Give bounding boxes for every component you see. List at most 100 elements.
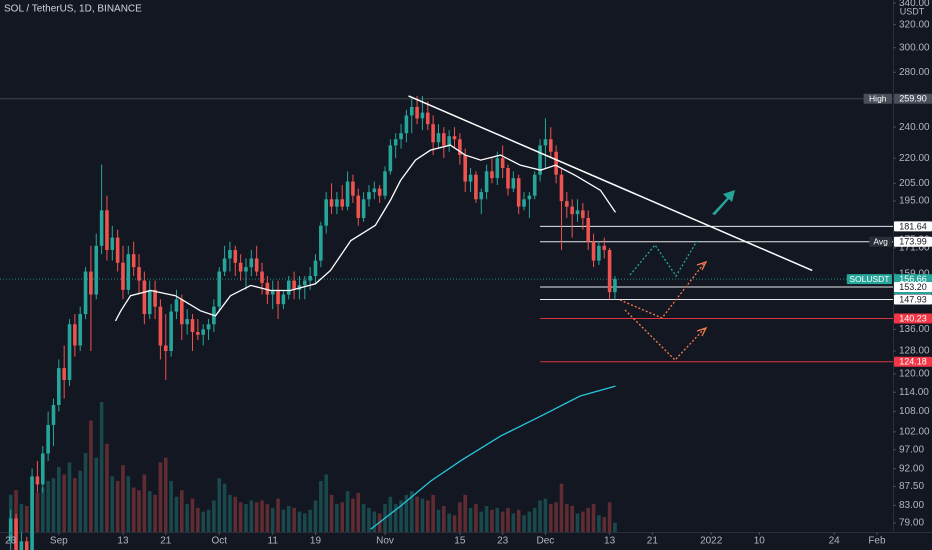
volume-bar — [522, 515, 526, 532]
candle-body — [142, 280, 147, 315]
x-tick-label: 23 — [497, 536, 509, 547]
candle-body — [415, 106, 419, 119]
candle-body — [217, 271, 222, 307]
volume-bar — [158, 462, 163, 532]
volume-bar — [180, 490, 184, 532]
moving-average — [114, 144, 617, 322]
candle-body — [14, 518, 18, 550]
volume-bar — [575, 513, 580, 532]
volume-bar — [565, 504, 569, 532]
candle-body — [158, 306, 163, 346]
volume-bar — [372, 511, 377, 532]
volume-bar — [163, 457, 168, 532]
volume-bar — [516, 509, 521, 532]
level-name: High — [869, 94, 887, 104]
candle-body — [522, 199, 526, 207]
level-tag-label: 156.66 — [899, 274, 927, 284]
volume-bar — [212, 500, 216, 532]
candle-body — [35, 476, 40, 485]
candle-body — [527, 195, 532, 200]
x-tick-label: Nov — [376, 536, 394, 547]
candle-body — [345, 181, 350, 207]
volume-bar — [559, 483, 564, 532]
y-tick-label: 340.00 — [899, 0, 930, 9]
volume-bar — [19, 504, 24, 532]
volume-bar — [602, 517, 607, 532]
candle-body — [597, 245, 601, 261]
level-tag-label: 147.93 — [899, 294, 927, 304]
candle-body — [180, 299, 184, 325]
volume-bar — [356, 493, 361, 532]
volume-bar — [14, 490, 18, 532]
volume-bar — [367, 507, 371, 532]
candle-body — [121, 262, 125, 290]
volume-bar — [265, 504, 270, 532]
level-tag-box — [894, 221, 932, 232]
candle-body — [607, 249, 612, 293]
candle-body — [40, 453, 45, 485]
volume-bar — [613, 522, 617, 532]
candle-body — [420, 112, 425, 119]
volume-bar — [581, 511, 585, 532]
level-name: Avg — [873, 236, 888, 246]
candle-body — [147, 289, 152, 315]
y-tick-label: 92.00 — [899, 463, 924, 474]
candle-body — [335, 199, 339, 207]
x-tick-label: 15 — [454, 536, 466, 547]
y-tick-label: 300.00 — [899, 42, 930, 53]
candle-body — [62, 368, 66, 380]
candle-body — [479, 192, 484, 200]
x-tick-label: 21 — [647, 536, 659, 547]
volume-bar — [351, 498, 355, 532]
candle-body — [442, 133, 446, 146]
x-tick-label: Sep — [50, 536, 68, 547]
candle-body — [105, 210, 109, 250]
volume-bar — [67, 462, 72, 532]
volume-bar — [313, 500, 318, 532]
volume-bar — [543, 498, 548, 532]
volume-bar — [420, 498, 425, 532]
volume-bar — [233, 496, 238, 532]
candle-body — [222, 258, 227, 272]
candle-body — [388, 145, 393, 172]
candle-body — [265, 282, 270, 295]
candle-body — [559, 174, 564, 202]
candle-body — [163, 345, 168, 352]
candle-body — [490, 171, 494, 179]
candle-body — [286, 280, 291, 295]
candle-body — [308, 276, 312, 281]
x-tick-label: 13 — [604, 536, 616, 547]
volume-bar — [527, 511, 532, 532]
candle-body — [89, 271, 93, 295]
level-tag-box — [894, 294, 932, 305]
volume-bar — [281, 509, 286, 532]
volume-bar — [484, 506, 489, 532]
volume-bar — [511, 513, 516, 532]
currency-label: USDT — [900, 6, 925, 16]
level-tag-box — [894, 356, 932, 367]
moving-average — [370, 385, 616, 530]
candle-body — [543, 139, 548, 146]
candle-body — [67, 324, 72, 380]
candle-body — [372, 188, 377, 193]
volume-bar — [597, 515, 601, 532]
y-tick-label: 114.00 — [899, 387, 929, 398]
candle-body — [228, 249, 232, 259]
candle-body — [591, 241, 596, 261]
x-tick-label: 11 — [268, 536, 279, 547]
y-tick-label: 171.00 — [899, 243, 930, 254]
candle-body — [73, 324, 77, 346]
candle-body — [46, 424, 50, 454]
volume-bar — [238, 502, 243, 532]
candle-body — [281, 294, 286, 305]
volume-bar — [319, 480, 323, 532]
candle-body — [554, 151, 558, 175]
volume-bar — [607, 502, 612, 532]
candle-body — [324, 199, 328, 226]
candle-body — [377, 188, 382, 196]
volume-bar — [286, 506, 291, 532]
candle-body — [99, 210, 104, 246]
volume-bar — [147, 491, 152, 532]
